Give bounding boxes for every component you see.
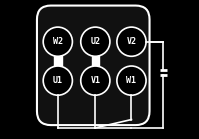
- FancyBboxPatch shape: [37, 6, 149, 125]
- Circle shape: [117, 27, 146, 56]
- Text: V1: V1: [90, 76, 100, 85]
- Circle shape: [81, 27, 110, 56]
- Text: U2: U2: [90, 37, 100, 46]
- Text: W1: W1: [127, 76, 137, 85]
- Bar: [92, 54, 99, 67]
- Text: V2: V2: [127, 37, 137, 46]
- Text: W2: W2: [53, 37, 63, 46]
- Circle shape: [81, 66, 110, 95]
- Text: U1: U1: [53, 76, 63, 85]
- Circle shape: [117, 66, 146, 95]
- Bar: [54, 54, 62, 67]
- Circle shape: [43, 27, 72, 56]
- Circle shape: [43, 66, 72, 95]
